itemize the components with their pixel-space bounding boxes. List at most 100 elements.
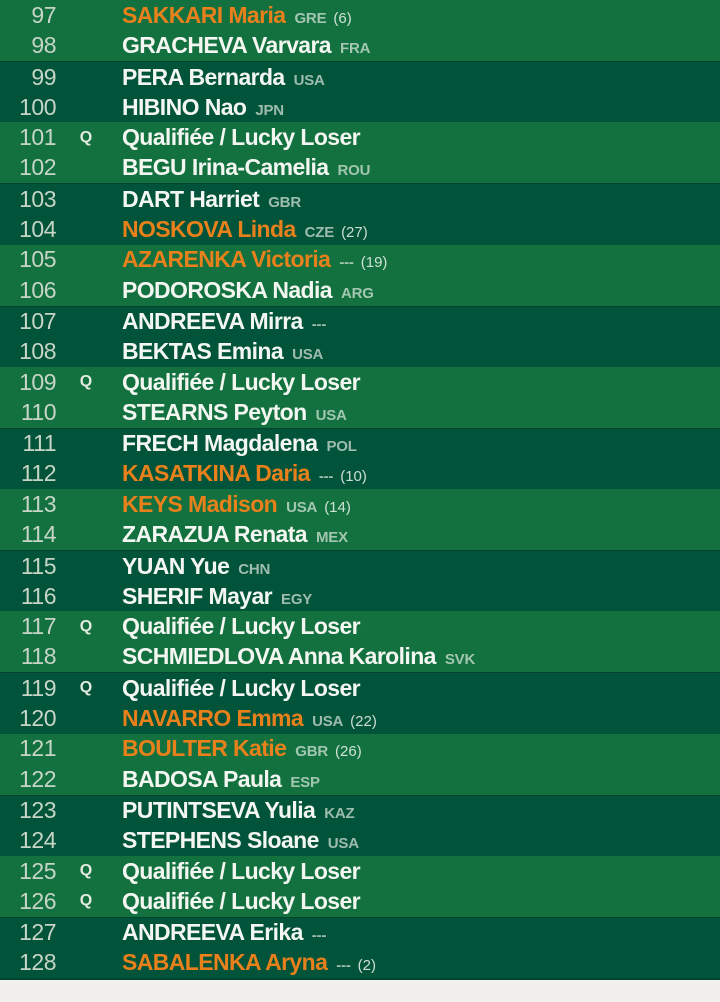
entry-number: 101: [19, 124, 56, 151]
country-code: ROU: [337, 162, 371, 180]
qualifier-mark: Q: [79, 892, 93, 910]
draw-row: 100 HIBINO Nao JPN: [0, 92, 720, 122]
seed-number: (19): [360, 254, 388, 272]
player-name: BADOSA Paula: [122, 765, 282, 792]
draw-row: 106 PODOROSKA Nadia ARG: [0, 275, 720, 305]
seed-number: (2): [357, 957, 377, 975]
player-entry: SAKKARI Maria GRE (6): [112, 2, 720, 29]
entry-number: 111: [22, 430, 57, 457]
entry-number: 108: [19, 338, 56, 365]
player-name: SHERIF Mayar: [122, 582, 273, 609]
draw-row: 113 KEYS Madison USA (14): [0, 489, 720, 519]
country-code: USA: [312, 712, 344, 730]
player-entry: Qualifiée / Lucky Loser: [112, 675, 720, 702]
draw-row: 120 NAVARRO Emma USA (22): [0, 703, 720, 733]
player-entry: PUTINTSEVA Yulia KAZ: [112, 797, 720, 824]
draw-row: 116 SHERIF Mayar EGY: [0, 581, 720, 611]
draw-band: 123 PUTINTSEVA Yulia KAZ 124 STEPHENS Sl…: [0, 794, 720, 856]
entry-number: 119: [20, 674, 57, 701]
player-name: SABALENKA Aryna: [122, 949, 328, 976]
draw-band: 113 KEYS Madison USA (14) 114 ZARAZUA Re…: [0, 489, 720, 551]
player-entry: BADOSA Paula ESP: [112, 766, 720, 793]
draw-row: 124 STEPHENS Sloane USA: [0, 826, 720, 856]
seed-number: (6): [333, 9, 352, 27]
player-name: BEKTAS Emina: [122, 338, 284, 365]
entry-number: 120: [19, 704, 56, 731]
player-entry: DART Harriet GBR: [112, 186, 720, 213]
player-name: SAKKARI Maria: [122, 1, 286, 28]
draw-band: 97 SAKKARI Maria GRE (6) 98 GRACHEVA Var…: [0, 0, 720, 62]
draw-row: 114 ZARAZUA Renata MEX: [0, 520, 720, 550]
draw-row: 128 SABALENKA Aryna --- (2): [0, 948, 720, 978]
seed-number: (26): [335, 743, 362, 761]
player-name: SCHMIEDLOVA Anna Karolina: [122, 643, 436, 670]
player-entry: BEKTAS Emina USA: [112, 338, 720, 365]
player-name: Qualifiée / Lucky Loser: [122, 368, 361, 395]
draw-row: 125 Q Qualifiée / Lucky Loser: [0, 856, 720, 886]
entry-number: 128: [19, 949, 56, 976]
draw-row: 122 BADOSA Paula ESP: [0, 764, 720, 794]
entry-number: 109: [19, 368, 56, 395]
draw-band: 125 Q Qualifiée / Lucky Loser 126 Q Qual…: [0, 855, 720, 917]
player-entry: FRECH Magdalena POL: [112, 430, 720, 457]
player-entry: SABALENKA Aryna --- (2): [112, 949, 720, 976]
country-code: MEX: [315, 529, 348, 547]
country-code: ESP: [290, 773, 320, 791]
player-name: KEYS Madison: [122, 490, 278, 517]
player-name: ZARAZUA Renata: [122, 521, 308, 548]
player-name: STEARNS Peyton: [122, 398, 307, 425]
country-code: JPN: [255, 101, 284, 119]
player-name: NAVARRO Emma: [122, 704, 304, 731]
player-entry: SHERIF Mayar EGY: [112, 583, 720, 610]
draw-band: 99 PERA Bernarda USA 100 HIBINO Nao JPN: [0, 61, 720, 123]
entry-number: 123: [19, 797, 56, 824]
draw-band: 127 ANDREEVA Erika --- 128 SABALENKA Ary…: [0, 916, 720, 978]
player-entry: Qualifiée / Lucky Loser: [112, 613, 720, 640]
draw-band: 103 DART Harriet GBR 104 NOSKOVA Linda C…: [0, 183, 720, 245]
draw-band: 107 ANDREEVA Mirra --- 108 BEKTAS Emina …: [0, 305, 720, 367]
country-code: GBR: [295, 743, 329, 761]
player-name: STEPHENS Sloane: [122, 827, 319, 854]
draw-band: 119 Q Qualifiée / Lucky Loser 120 NAVARR…: [0, 672, 720, 734]
entry-number: 99: [31, 63, 56, 90]
draw-row: 115 YUAN Yue CHN: [0, 551, 720, 581]
player-entry: Qualifiée / Lucky Loser: [112, 124, 720, 151]
draw-band: 105 AZARENKA Victoria --- (19) 106 PODOR…: [0, 244, 720, 306]
entry-number: 125: [19, 857, 56, 884]
country-code: USA: [292, 346, 324, 364]
draw-row: 97 SAKKARI Maria GRE (6): [0, 0, 720, 30]
draw-row: 99 PERA Bernarda USA: [0, 62, 720, 92]
country-code: ---: [311, 316, 327, 334]
player-name: YUAN Yue: [122, 552, 230, 579]
draw-row: 101 Q Qualifiée / Lucky Loser: [0, 123, 720, 153]
qualifier-mark: Q: [79, 862, 93, 880]
player-entry: YUAN Yue CHN: [112, 553, 720, 580]
entry-number: 100: [19, 93, 56, 120]
player-entry: GRACHEVA Varvara FRA: [112, 32, 720, 59]
draw-row: 127 ANDREEVA Erika ---: [0, 918, 720, 948]
entry-number: 104: [19, 215, 56, 242]
entry-number: 121: [19, 735, 56, 762]
player-entry: BOULTER Katie GBR (26): [112, 735, 720, 762]
entry-number: 110: [20, 398, 57, 425]
player-name: Qualifiée / Lucky Loser: [122, 887, 361, 914]
entry-number: 103: [19, 185, 56, 212]
country-code: ---: [336, 957, 351, 975]
player-entry: STEARNS Peyton USA: [112, 399, 720, 426]
player-entry: Qualifiée / Lucky Loser: [112, 858, 720, 885]
player-entry: NAVARRO Emma USA (22): [112, 705, 720, 732]
entry-number: 98: [31, 32, 56, 59]
player-name: Qualifiée / Lucky Loser: [122, 674, 361, 701]
country-code: ---: [311, 927, 327, 945]
player-entry: ANDREEVA Mirra ---: [112, 308, 720, 335]
draw-band: 117 Q Qualifiée / Lucky Loser 118 SCHMIE…: [0, 611, 720, 673]
draw-row: 121 BOULTER Katie GBR (26): [0, 734, 720, 764]
draw-band: 101 Q Qualifiée / Lucky Loser 102 BEGU I…: [0, 122, 720, 184]
entry-number: 105: [19, 246, 56, 273]
draw-row: 105 AZARENKA Victoria --- (19): [0, 245, 720, 275]
draw-band: 111 FRECH Magdalena POL 112 KASATKINA Da…: [0, 427, 720, 489]
player-name: Qualifiée / Lucky Loser: [122, 613, 361, 640]
draw-row: 126 Q Qualifiée / Lucky Loser: [0, 886, 720, 916]
player-name: Qualifiée / Lucky Loser: [122, 857, 361, 884]
